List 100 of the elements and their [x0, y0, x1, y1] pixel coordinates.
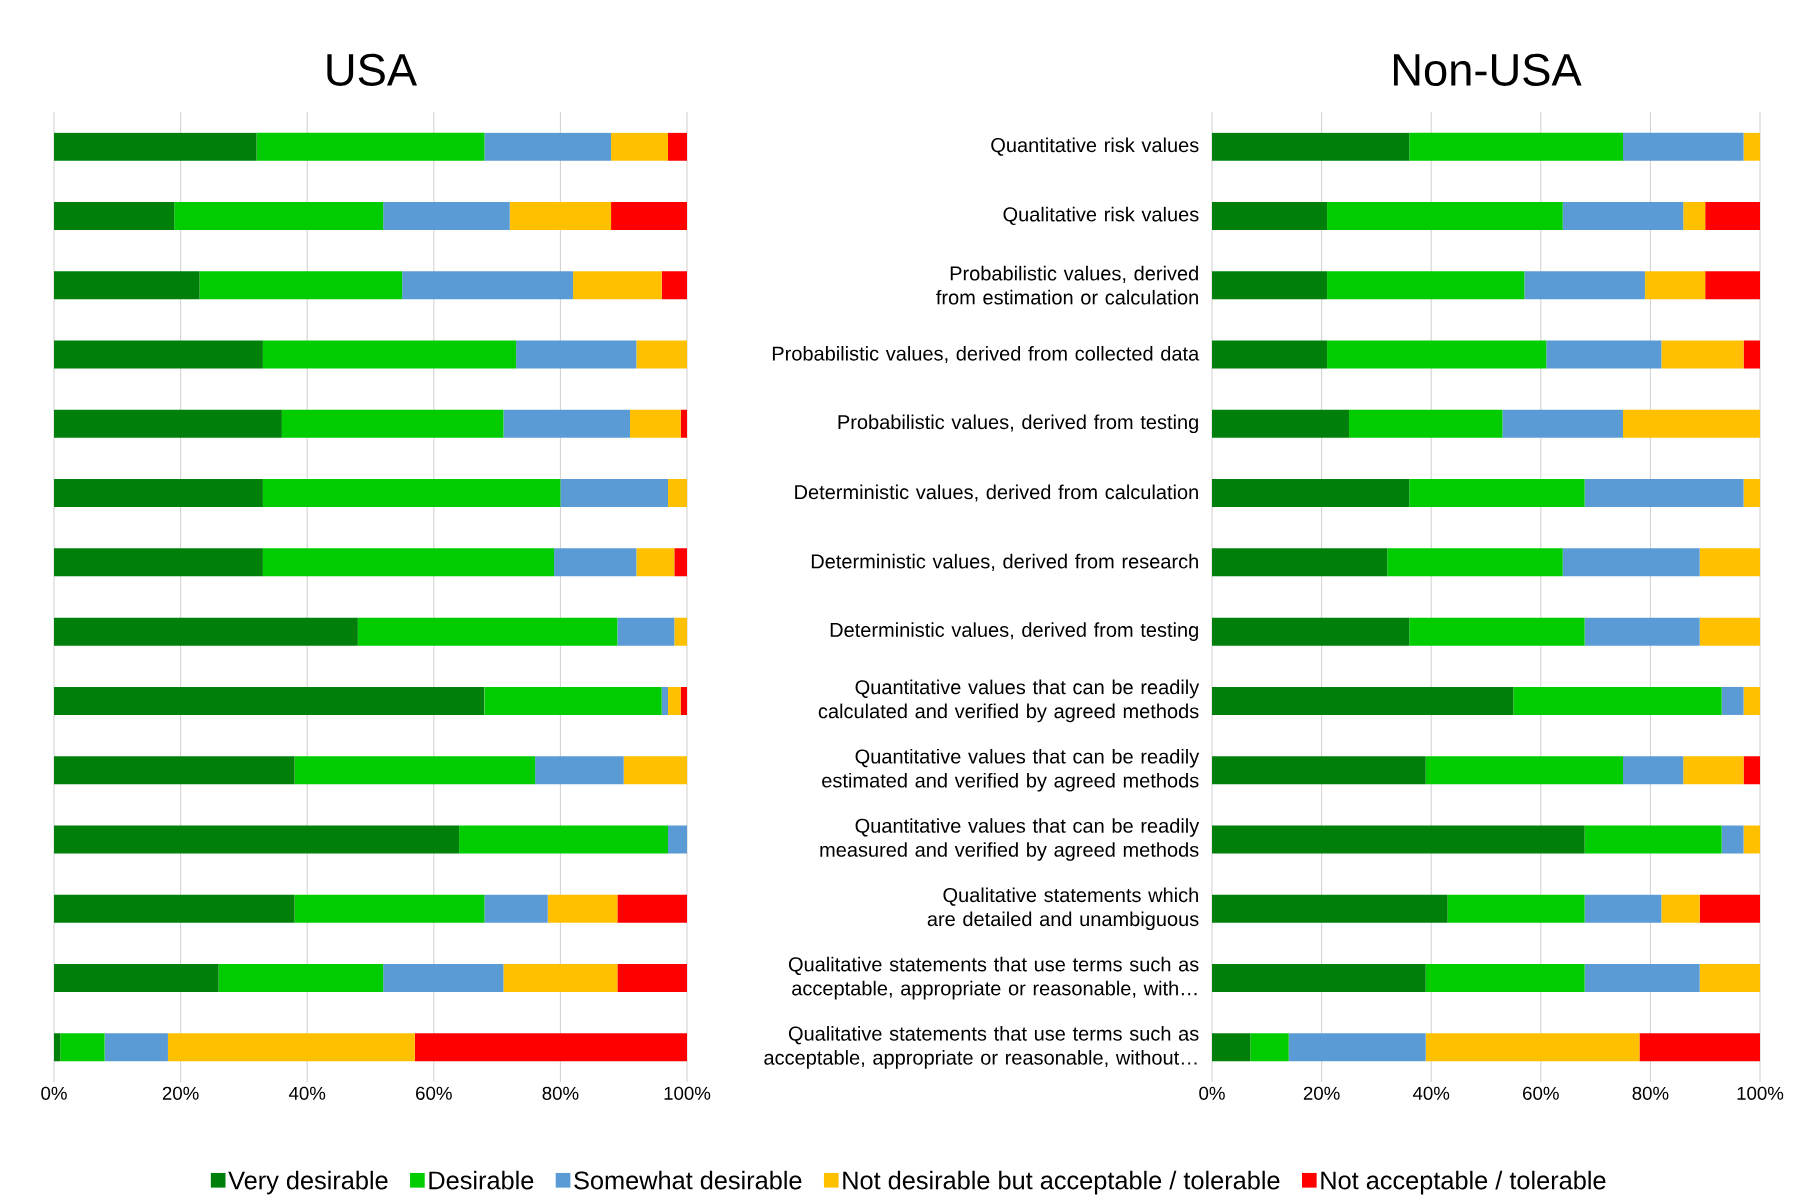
bar [674, 548, 688, 577]
x-tick-label: 60% [416, 1086, 452, 1100]
bar [1721, 686, 1744, 715]
bar [1623, 756, 1684, 784]
bar [1644, 271, 1706, 299]
bar [1212, 617, 1410, 646]
bar [535, 756, 624, 784]
bar [357, 617, 618, 646]
bar [459, 825, 669, 854]
chart-title: USA [327, 53, 418, 86]
bar [1250, 1033, 1289, 1062]
bar [1705, 201, 1761, 230]
bar [402, 271, 574, 299]
bar [256, 132, 485, 161]
y-tick-label: Probabilistic values, derived from testing [838, 414, 1198, 433]
bar [54, 340, 263, 369]
x-tick-label: 20% [162, 1086, 199, 1100]
bar [104, 1033, 168, 1062]
bar [1661, 340, 1744, 369]
x-tick-label: 60% [1523, 1086, 1559, 1100]
y-tick-label: Qualitative risk values [1003, 206, 1199, 225]
x-tick-label: 0% [41, 1086, 67, 1100]
bar [1327, 271, 1525, 299]
bar [1705, 271, 1761, 299]
bar [167, 1033, 415, 1062]
y-tick-label: Deterministic values, derived from testing [830, 622, 1198, 641]
bar [484, 686, 662, 715]
y-tick-label: Probabilistic values, derived from estimation or calculation [936, 265, 1198, 305]
bar [1699, 617, 1761, 646]
bar [383, 963, 504, 992]
x-tick-label: 40% [288, 1086, 326, 1100]
x-tick-label: 80% [1632, 1086, 1669, 1100]
bar [1699, 894, 1761, 923]
bar [1212, 271, 1328, 299]
bar [1743, 478, 1761, 507]
bar [1584, 894, 1662, 923]
bar [1212, 963, 1426, 992]
bar [484, 132, 612, 161]
bar [1327, 201, 1563, 230]
bar [509, 201, 612, 230]
bar [1447, 894, 1585, 923]
y-tick-label: Quantitative values that can be readily measured and verified by agreed methods [820, 817, 1200, 861]
bar [1743, 686, 1761, 715]
bar [262, 478, 561, 507]
bar [54, 409, 282, 438]
bar [617, 894, 688, 923]
x-tick-label: 20% [1303, 1086, 1340, 1100]
bar [1212, 478, 1410, 507]
bar [623, 756, 688, 784]
y-tick-label: Probabilistic values, derived from collected data [772, 345, 1200, 363]
y-tick-label: Qualitative statements that use terms such as acceptable, appropriate or reasonable, without… [764, 1025, 1199, 1069]
bar [680, 409, 688, 438]
bar [1327, 340, 1547, 369]
bar [54, 201, 175, 230]
bar [54, 478, 263, 507]
bar [1683, 756, 1744, 784]
bar [1387, 548, 1563, 577]
bar [383, 201, 510, 230]
bar [668, 132, 688, 161]
y-tick-label: Deterministic values, derived from calculation [795, 484, 1198, 502]
bar [60, 1033, 105, 1062]
bar [294, 756, 536, 784]
bar [1212, 825, 1585, 854]
bar [294, 894, 485, 923]
y-tick-label: Deterministic values, derived from research [811, 553, 1198, 571]
bar [1409, 617, 1585, 646]
bar [1584, 617, 1700, 646]
bar [668, 686, 681, 715]
bar [516, 340, 637, 369]
bar [630, 409, 681, 438]
bar [54, 617, 358, 646]
bar [281, 409, 504, 438]
bar [636, 548, 675, 577]
chart-title: Non-USA [1393, 53, 1582, 86]
bar [54, 963, 219, 992]
bar [680, 686, 688, 715]
x-tick-label: 40% [1412, 1086, 1450, 1100]
bar [484, 894, 548, 923]
x-tick-label: 100% [664, 1086, 711, 1100]
bar [503, 409, 631, 438]
bar [1623, 409, 1761, 438]
bar [1683, 201, 1706, 230]
bar [611, 132, 669, 161]
x-tick-label: 0% [1199, 1086, 1225, 1100]
bar [560, 478, 669, 507]
bar [617, 617, 675, 646]
bar [668, 825, 688, 854]
bar [1639, 1033, 1761, 1062]
bar [1743, 825, 1761, 854]
bar [661, 686, 669, 715]
bar [1425, 963, 1585, 992]
legend-label: Somewhat desirable [574, 1170, 802, 1190]
bar [1699, 963, 1761, 992]
bar [54, 132, 257, 161]
bar [547, 894, 618, 923]
bar [674, 617, 688, 646]
y-tick-label: Quantitative values that can be readily estimated and verified by agreed methods [822, 748, 1200, 792]
bar [1212, 756, 1426, 784]
bar [1623, 132, 1744, 161]
bar [661, 271, 688, 299]
